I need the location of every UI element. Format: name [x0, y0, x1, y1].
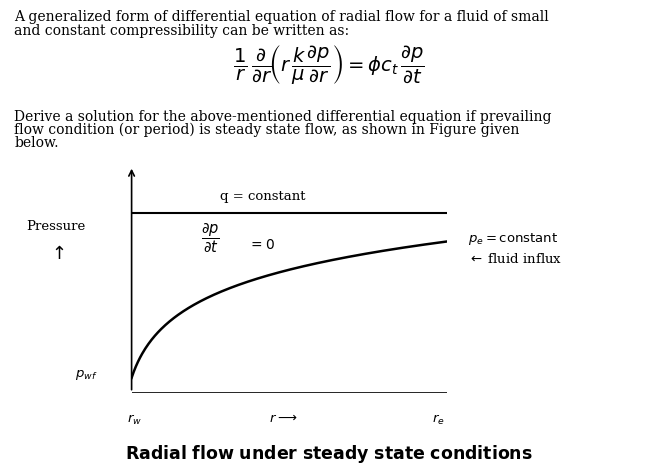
Text: $p_{wf}$: $p_{wf}$ — [75, 367, 97, 381]
Text: q = constant: q = constant — [220, 189, 305, 202]
Text: A generalized form of differential equation of radial flow for a fluid of small: A generalized form of differential equat… — [14, 10, 549, 24]
Text: $r\longrightarrow$: $r\longrightarrow$ — [269, 412, 297, 425]
Text: flow condition (or period) is steady state flow, as shown in Figure given: flow condition (or period) is steady sta… — [14, 123, 520, 137]
Text: $\leftarrow\;$fluid influx: $\leftarrow\;$fluid influx — [468, 251, 563, 265]
Text: $\mathbf{Radial\ flow\ under\ steady\ state\ conditions}$: $\mathbf{Radial\ flow\ under\ steady\ st… — [125, 442, 533, 464]
Text: $\dfrac{1}{r}\,\dfrac{\partial}{\partial r}\!\left(r\,\dfrac{k}{\mu}\dfrac{\part: $\dfrac{1}{r}\,\dfrac{\partial}{\partial… — [233, 43, 425, 86]
Text: $= 0$: $= 0$ — [249, 238, 275, 252]
Text: $\dfrac{\partial p}{\partial t}$: $\dfrac{\partial p}{\partial t}$ — [201, 221, 220, 255]
Text: $p_e = \mathrm{constant}$: $p_e = \mathrm{constant}$ — [468, 231, 559, 247]
Text: $r_w$: $r_w$ — [127, 412, 142, 426]
Text: $r_e$: $r_e$ — [432, 412, 444, 426]
Text: Pressure: Pressure — [26, 219, 86, 233]
Text: $\uparrow$: $\uparrow$ — [47, 244, 64, 262]
Text: Derive a solution for the above-mentioned differential equation if prevailing: Derive a solution for the above-mentione… — [14, 109, 552, 123]
Text: below.: below. — [14, 136, 59, 150]
Text: and constant compressibility can be written as:: and constant compressibility can be writ… — [14, 24, 349, 38]
